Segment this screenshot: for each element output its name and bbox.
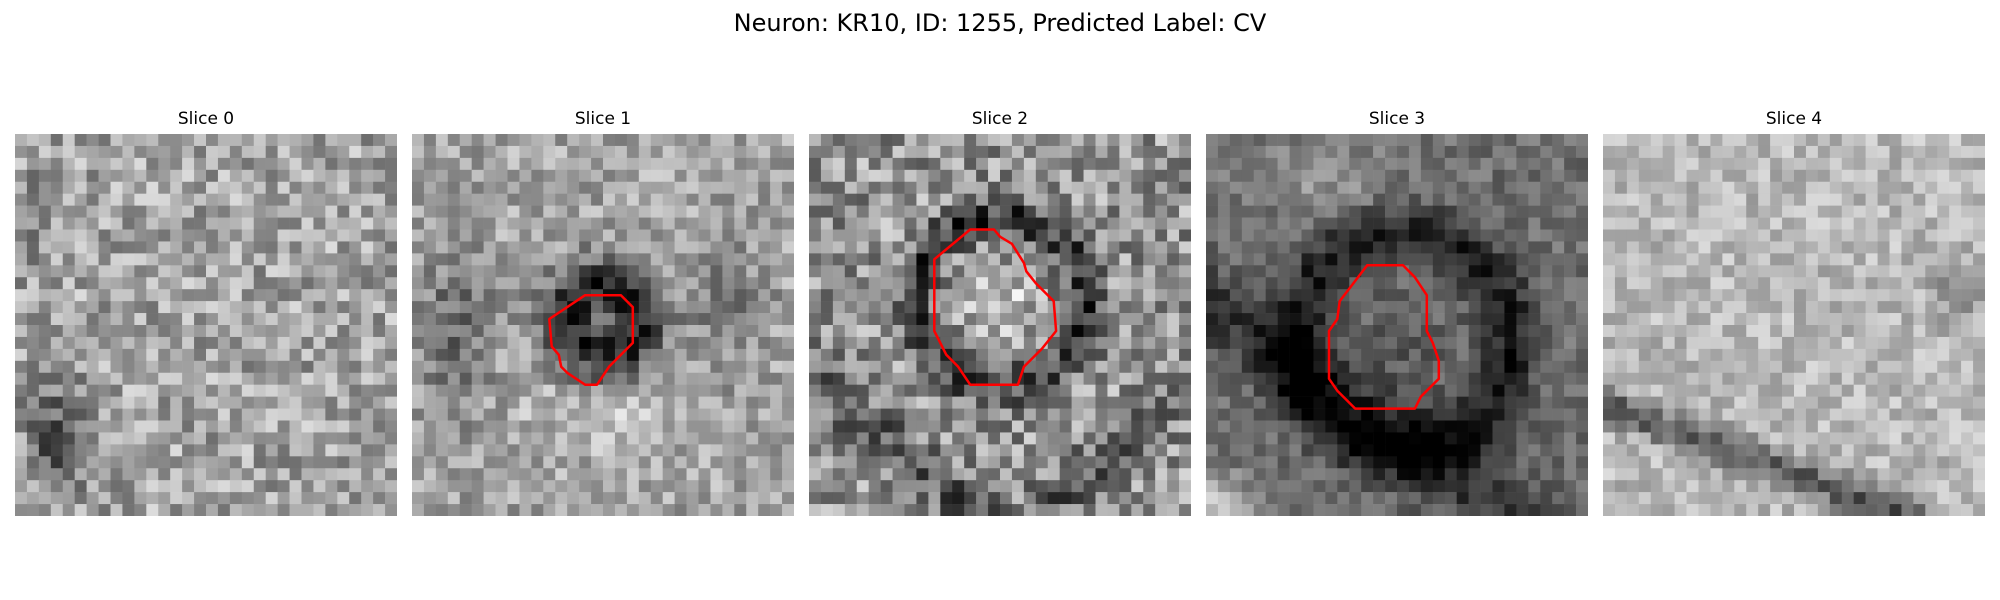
slice-title-2: Slice 2 [971, 109, 1029, 129]
slice-panel-3: Slice 3 [1206, 108, 1588, 516]
slice-title-4: Slice 4 [1765, 109, 1823, 129]
slice-panel-1: Slice 1 [412, 108, 794, 516]
roi-outline-2 [933, 228, 1058, 386]
slice-title-3: Slice 3 [1368, 109, 1426, 129]
slice-panel-2: Slice 2 [809, 108, 1191, 516]
slice-title-0: Slice 0 [177, 109, 235, 129]
slice-image-2 [809, 134, 1191, 516]
slice-image-4 [1603, 134, 1985, 516]
roi-outline-3 [1327, 264, 1441, 410]
slice-title-1: Slice 1 [574, 109, 632, 129]
roi-outline-1 [548, 293, 635, 386]
figure-title: Neuron: KR10, ID: 1255, Predicted Label:… [733, 9, 1267, 37]
slice-panel-4: Slice 4 [1603, 108, 1985, 516]
slice-image-3 [1206, 134, 1588, 516]
slice-image-0 [15, 134, 397, 516]
slice-panel-0: Slice 0 [15, 108, 397, 516]
slice-image-1 [412, 134, 794, 516]
